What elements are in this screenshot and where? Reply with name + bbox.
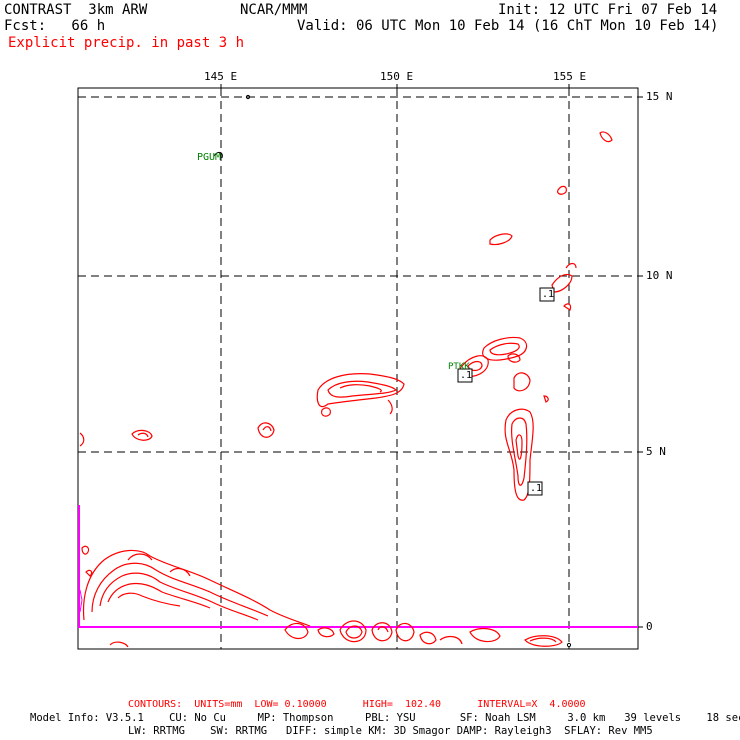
valid-time: Valid: 06 UTC Mon 10 Feb 14 (16 ChT Mon … xyxy=(297,18,719,34)
guam-outline xyxy=(213,151,223,159)
precip-contours xyxy=(79,131,613,648)
init-time: Init: 12 UTC Fri 07 Feb 14 xyxy=(498,2,718,18)
forecast-hour: Fcst: 66 h xyxy=(4,18,106,34)
contour-label-boxes xyxy=(457,287,555,496)
contour-box-2 xyxy=(457,368,473,383)
lat-label-5n: 5 N xyxy=(646,445,666,458)
field-title: Explicit precip. in past 3 h xyxy=(8,35,245,51)
lon-label-150e: 150 E xyxy=(380,70,414,83)
island-marker xyxy=(245,94,251,100)
contour-value-3: .1 xyxy=(530,483,543,494)
lon-label-155e: 155 E xyxy=(553,70,587,83)
lat-label-15n: 15 N xyxy=(646,90,673,103)
lon-label-145e: 145 E xyxy=(204,70,238,83)
contour-box-1 xyxy=(539,287,555,302)
map-frame xyxy=(77,87,639,650)
contours-info: CONTOURS: UNITS=mm LOW= 0.10000 HIGH= 10… xyxy=(128,699,586,710)
lat-lon-grid xyxy=(78,88,638,649)
contour-value-1: .1 xyxy=(542,289,555,300)
island-marker-2 xyxy=(566,642,572,648)
domain-edge-detail xyxy=(79,589,83,613)
contour-value-2: .1 xyxy=(460,370,473,381)
lat-label-10n: 10 N xyxy=(646,269,673,282)
model-info-line-2: LW: RRTMG SW: RRTMG DIFF: simple KM: 3D … xyxy=(128,725,653,737)
center-label: NCAR/MMM xyxy=(240,2,308,18)
station-ptkk: PTKK xyxy=(448,362,470,372)
contour-box-3 xyxy=(527,481,543,496)
station-pgum: PGUM xyxy=(197,152,222,163)
frame-ticks xyxy=(220,84,643,628)
model-title: CONTRAST 3km ARW xyxy=(4,2,148,18)
lat-label-equator: 0 xyxy=(646,620,653,633)
model-info-line-1: Model Info: V3.5.1 CU: No Cu MP: Thompso… xyxy=(30,712,740,724)
